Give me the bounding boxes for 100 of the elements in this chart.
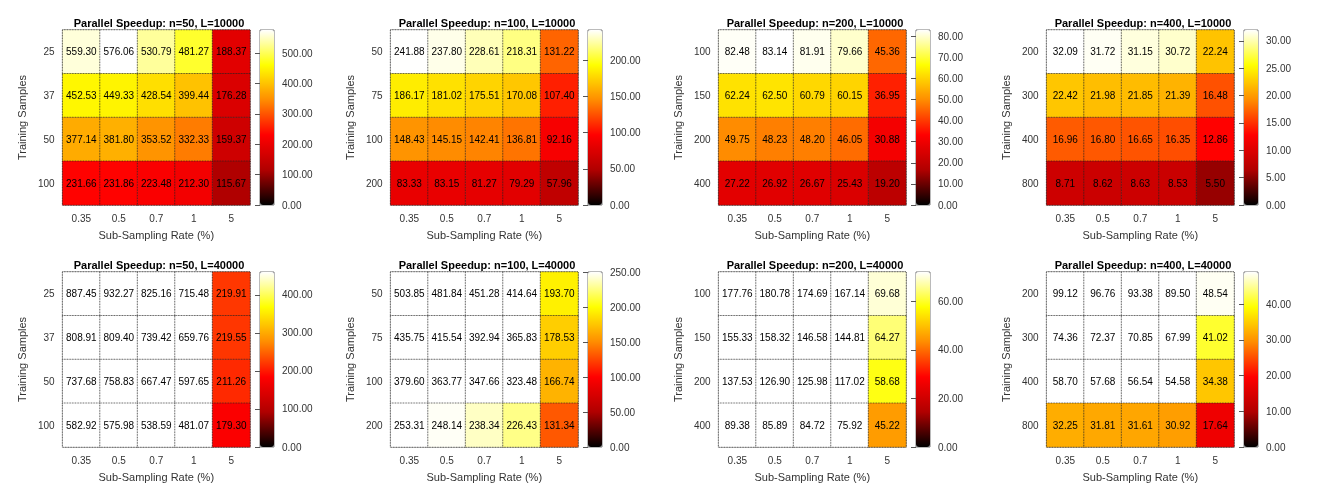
- data-label: 58.70: [1052, 375, 1079, 387]
- color-bar-label: 20.00: [938, 392, 964, 404]
- data-label: 54.58: [1165, 375, 1191, 387]
- color-bar-label: 20.00: [1266, 90, 1292, 102]
- data-label: 175.51: [469, 90, 501, 102]
- y-tick-label: 100: [365, 133, 384, 145]
- x-tick-label: 0.7: [149, 212, 164, 224]
- color-bar-label: 30.00: [1266, 334, 1292, 346]
- data-label: 62.24: [724, 90, 751, 102]
- color-bar-label: 10.00: [938, 178, 964, 190]
- data-label: 739.42: [141, 332, 173, 344]
- data-label: 667.47: [141, 375, 173, 387]
- data-label: 16.48: [1202, 90, 1229, 102]
- data-label: 31.61: [1127, 419, 1154, 431]
- data-label: 117.02: [834, 375, 866, 387]
- data-label: 115.67: [216, 177, 247, 189]
- data-label: 559.30: [66, 46, 98, 58]
- y-tick-label: 100: [693, 288, 712, 300]
- data-label: 237.80: [431, 46, 463, 58]
- data-label: 21.98: [1090, 90, 1116, 102]
- color-bar-label: 400.00: [282, 77, 314, 89]
- data-label: 16.80: [1090, 133, 1116, 145]
- x-tick-label: 5: [556, 212, 563, 224]
- x-axis-title: Sub-Sampling Rate (%): [1082, 228, 1199, 241]
- x-tick-label: 1: [1174, 212, 1181, 224]
- data-label: 83.33: [396, 177, 423, 189]
- data-label: 49.75: [724, 133, 751, 145]
- data-label: 56.54: [1127, 375, 1154, 387]
- x-tick-label: 0.35: [1055, 212, 1076, 224]
- x-tick-label: 0.35: [727, 454, 748, 466]
- color-bar-label: 200.00: [282, 365, 314, 377]
- data-label: 758.83: [103, 375, 135, 387]
- data-label: 347.66: [469, 375, 501, 387]
- data-label: 399.44: [178, 90, 210, 102]
- x-axis-title: Sub-Sampling Rate (%): [426, 228, 543, 241]
- data-label: 218.31: [506, 46, 538, 58]
- data-label: 212.30: [178, 177, 210, 189]
- y-tick-label: 800: [1021, 419, 1040, 431]
- y-tick-label: 50: [371, 288, 384, 300]
- data-label: 136.81: [506, 133, 538, 145]
- y-tick-label: 100: [37, 419, 56, 431]
- data-label: 57.68: [1090, 375, 1116, 387]
- data-label: 79.66: [837, 46, 863, 58]
- data-label: 81.27: [471, 177, 498, 189]
- color-bar-label: 100.00: [282, 169, 314, 181]
- data-label: 45.22: [874, 419, 901, 431]
- x-tick-label: 0.35: [71, 454, 92, 466]
- data-label: 72.37: [1090, 332, 1116, 344]
- chart-title: Parallel Speedup: n=400, L=10000: [1054, 16, 1232, 29]
- data-label: 170.08: [506, 90, 538, 102]
- data-label: 8.63: [1130, 177, 1151, 189]
- data-label: 737.68: [66, 375, 98, 387]
- data-label: 145.15: [431, 133, 463, 145]
- data-label: 58.68: [874, 375, 901, 387]
- data-label: 530.79: [141, 46, 173, 58]
- chart-title: Parallel Speedup: n=200, L=40000: [726, 258, 904, 271]
- x-tick-label: 0.5: [439, 212, 455, 224]
- y-tick-label: 800: [1021, 177, 1040, 189]
- color-bar-label: 50.00: [610, 406, 636, 418]
- data-label: 131.22: [543, 46, 575, 58]
- data-label: 659.76: [178, 332, 210, 344]
- y-tick-label: 300: [1021, 332, 1040, 344]
- color-bar-label: 0.00: [610, 441, 630, 453]
- data-label: 144.81: [834, 332, 866, 344]
- color-bar-label: 400.00: [282, 289, 314, 301]
- data-label: 74.36: [1052, 332, 1079, 344]
- data-label: 16.96: [1052, 133, 1079, 145]
- data-label: 481.07: [178, 419, 210, 431]
- data-label: 808.91: [66, 332, 98, 344]
- chart-title: Parallel Speedup: n=200, L=10000: [726, 16, 904, 29]
- y-tick-label: 150: [693, 90, 712, 102]
- color-bar-label: 60.00: [938, 295, 964, 307]
- data-label: 45.36: [874, 46, 901, 58]
- x-axis-title: Sub-Sampling Rate (%): [754, 228, 871, 241]
- data-label: 31.72: [1090, 46, 1116, 58]
- y-tick-label: 400: [693, 419, 712, 431]
- data-label: 178.53: [543, 332, 575, 344]
- data-label: 253.31: [394, 419, 426, 431]
- data-label: 503.85: [394, 288, 426, 300]
- y-axis-title: Training Samples: [999, 316, 1012, 403]
- y-tick-label: 200: [365, 177, 384, 189]
- data-label: 155.33: [722, 332, 754, 344]
- data-label: 32.09: [1052, 46, 1079, 58]
- data-label: 5.50: [1205, 177, 1226, 189]
- data-label: 31.15: [1127, 46, 1154, 58]
- data-label: 176.28: [215, 90, 247, 102]
- data-label: 188.37: [215, 46, 247, 58]
- data-label: 83.15: [434, 177, 460, 189]
- data-label: 186.17: [394, 90, 426, 102]
- data-label: 228.61: [469, 46, 501, 58]
- data-label: 363.77: [431, 375, 463, 387]
- data-label: 148.43: [394, 133, 426, 145]
- data-label: 231.86: [103, 177, 135, 189]
- y-tick-label: 75: [371, 90, 384, 102]
- data-label: 70.85: [1127, 332, 1154, 344]
- data-label: 576.06: [103, 46, 135, 58]
- data-label: 82.48: [724, 46, 751, 58]
- data-label: 538.59: [141, 419, 173, 431]
- data-label: 219.55: [215, 332, 247, 344]
- y-tick-label: 400: [1021, 133, 1040, 145]
